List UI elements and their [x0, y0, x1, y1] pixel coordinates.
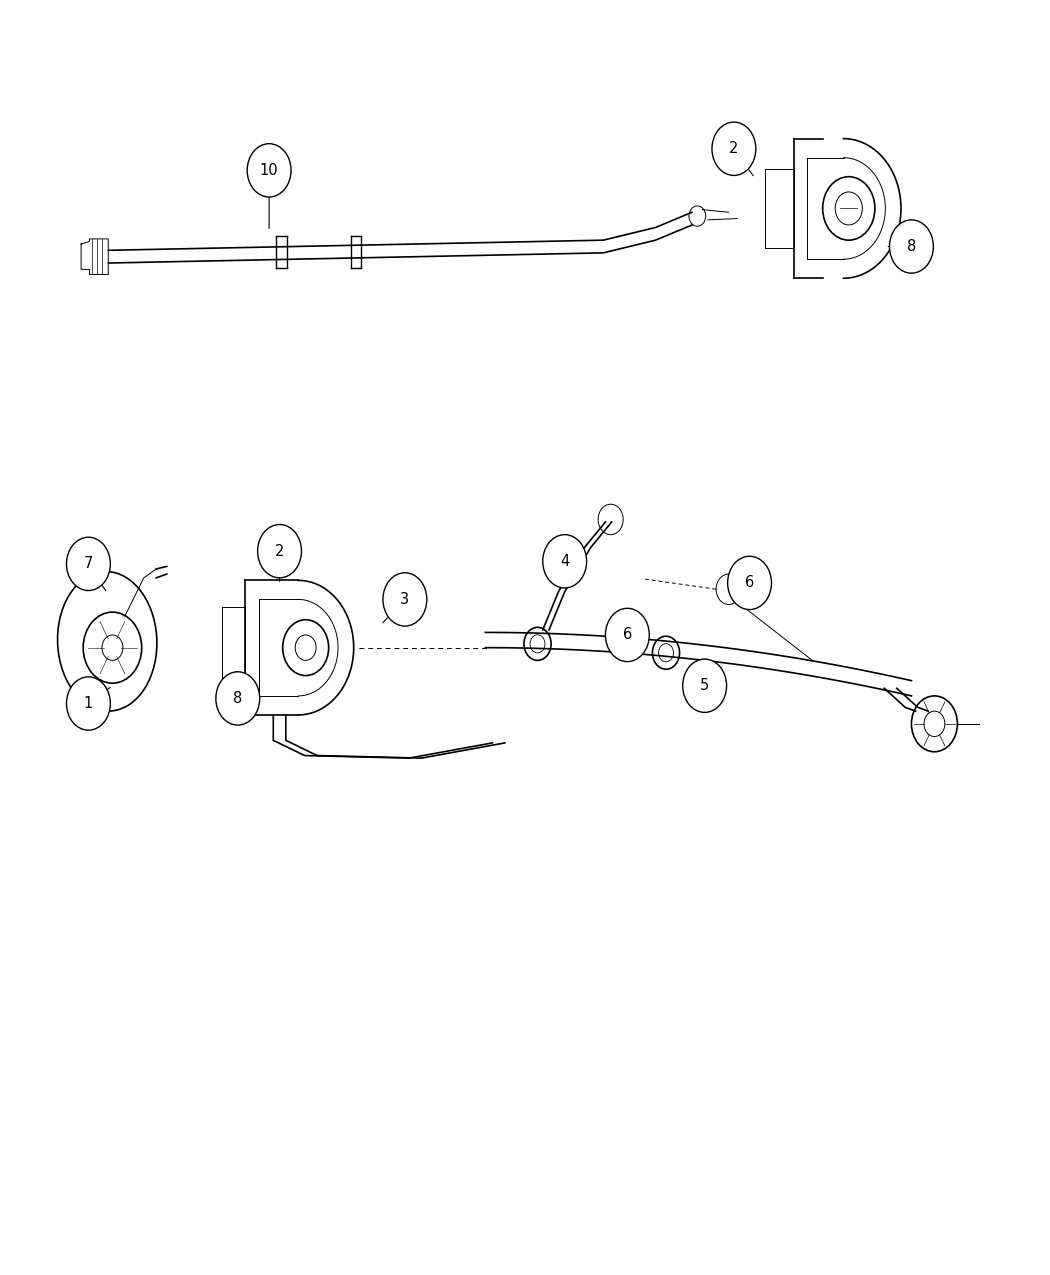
- Circle shape: [216, 672, 259, 725]
- Text: 6: 6: [623, 627, 632, 643]
- Circle shape: [606, 608, 649, 662]
- Text: 4: 4: [560, 553, 569, 569]
- Text: 5: 5: [700, 678, 709, 694]
- Circle shape: [66, 537, 110, 590]
- Text: 1: 1: [84, 696, 93, 711]
- Text: 7: 7: [84, 556, 93, 571]
- Circle shape: [658, 644, 673, 662]
- Circle shape: [83, 612, 142, 683]
- Circle shape: [543, 534, 587, 588]
- Circle shape: [282, 620, 329, 676]
- Circle shape: [530, 635, 545, 653]
- Circle shape: [889, 219, 933, 273]
- Circle shape: [102, 635, 123, 660]
- Text: 2: 2: [275, 543, 285, 558]
- Circle shape: [598, 504, 624, 534]
- Circle shape: [682, 659, 727, 713]
- Circle shape: [257, 524, 301, 578]
- Circle shape: [712, 122, 756, 176]
- Circle shape: [689, 205, 706, 226]
- Text: 3: 3: [400, 592, 410, 607]
- Circle shape: [716, 574, 741, 604]
- Circle shape: [728, 556, 772, 609]
- Text: 2: 2: [729, 142, 738, 157]
- Circle shape: [524, 627, 551, 660]
- Circle shape: [924, 711, 945, 737]
- Text: 8: 8: [907, 238, 916, 254]
- Circle shape: [247, 144, 291, 198]
- Circle shape: [835, 193, 862, 224]
- Text: 6: 6: [744, 575, 754, 590]
- Circle shape: [822, 177, 875, 240]
- Circle shape: [911, 696, 958, 752]
- Circle shape: [652, 636, 679, 669]
- Text: 8: 8: [233, 691, 243, 706]
- Circle shape: [295, 635, 316, 660]
- Circle shape: [383, 572, 426, 626]
- Ellipse shape: [58, 571, 156, 711]
- Circle shape: [66, 677, 110, 731]
- Text: 10: 10: [259, 163, 278, 177]
